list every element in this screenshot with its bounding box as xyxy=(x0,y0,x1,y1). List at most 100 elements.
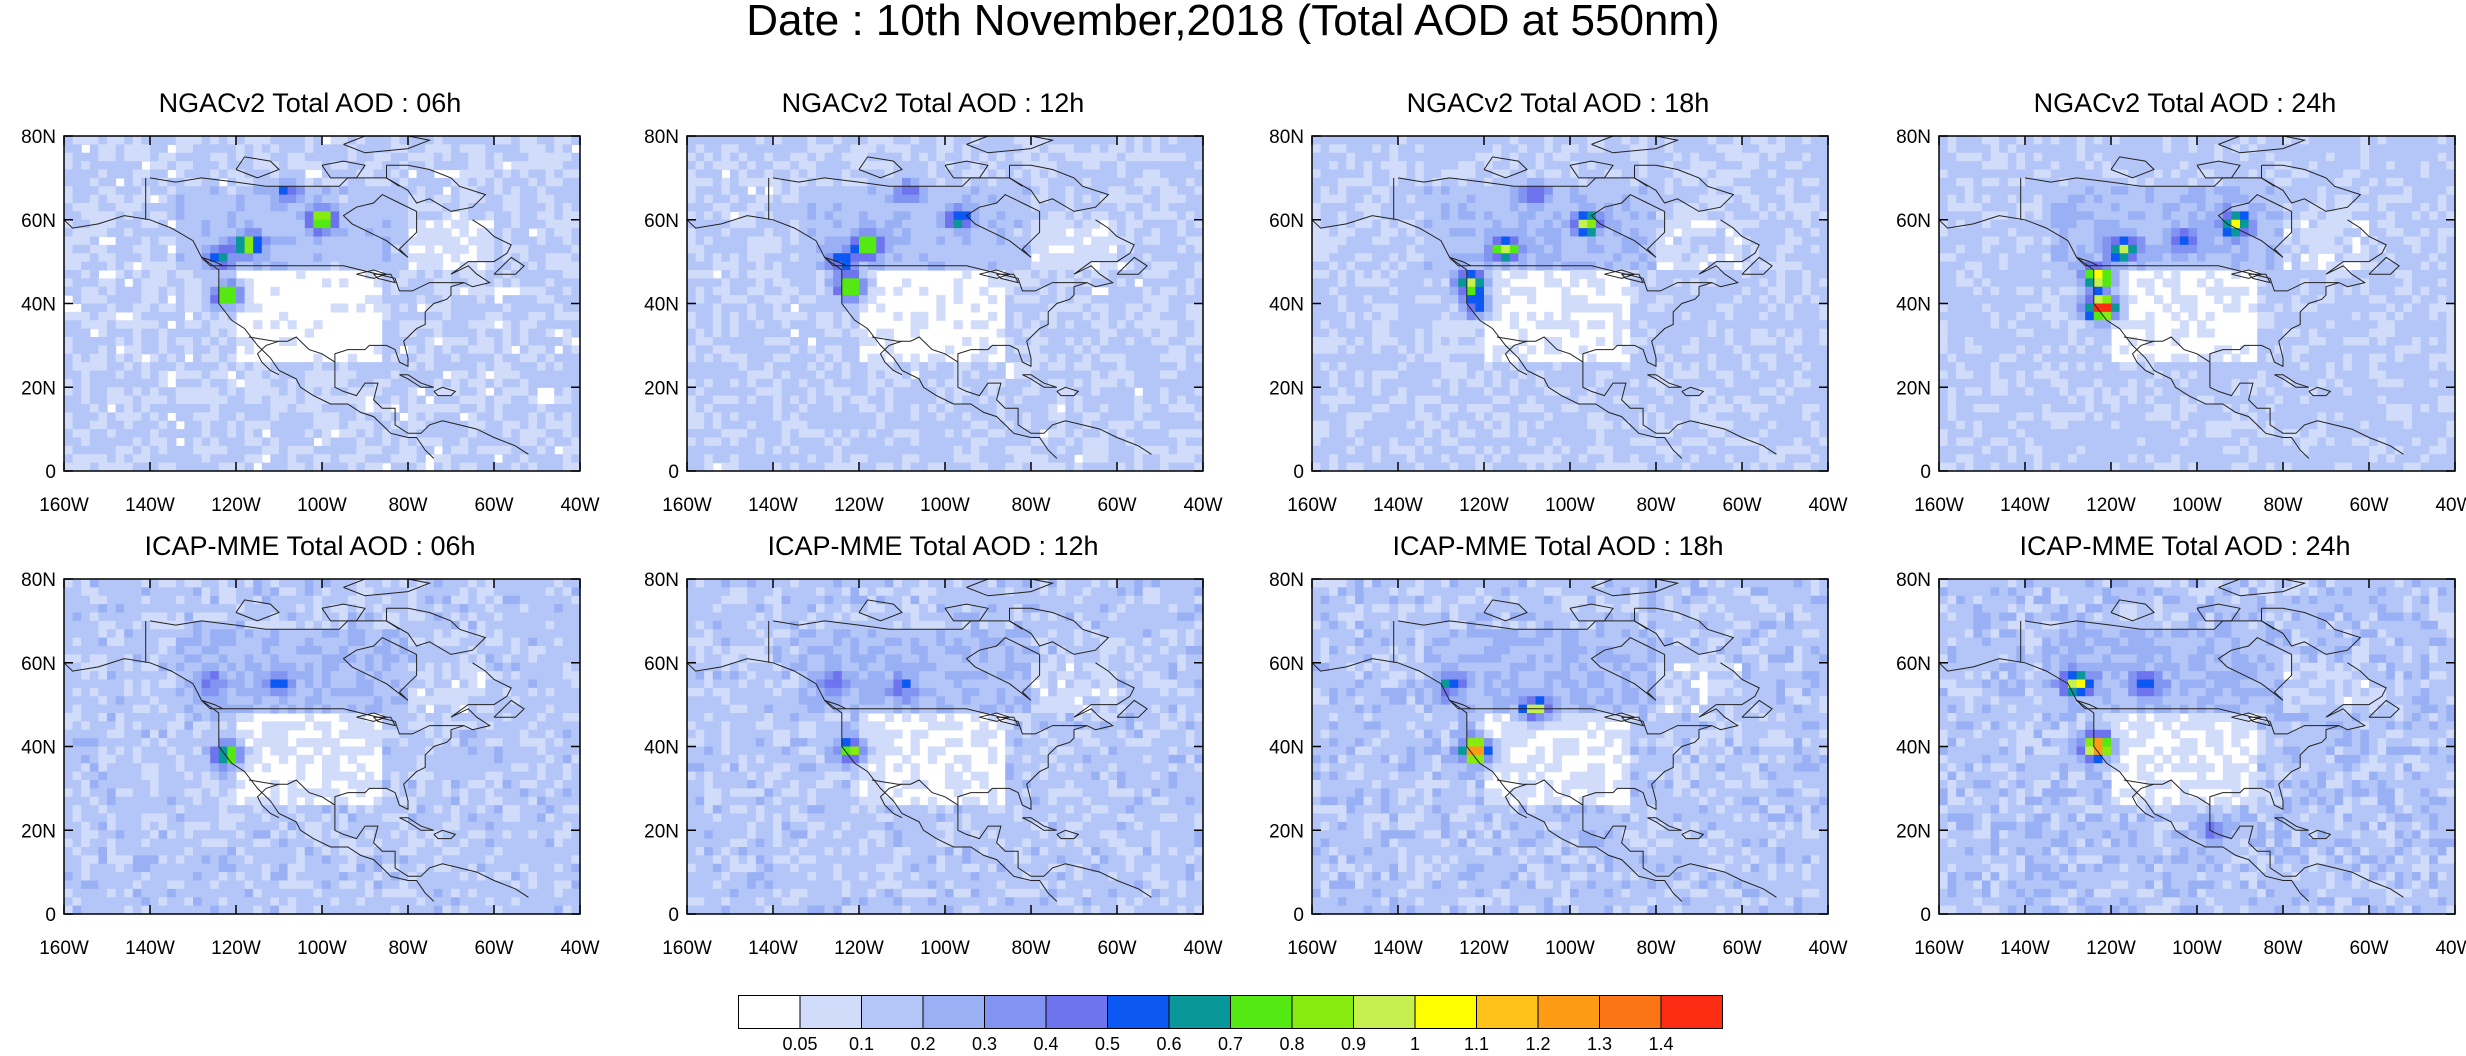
colorbar-box xyxy=(1168,995,1231,1029)
lon-tick-label: 100W xyxy=(297,938,347,959)
aod-field xyxy=(1939,136,2456,472)
lon-tick-label: 140W xyxy=(1373,938,1423,959)
colorbar-box xyxy=(1107,995,1170,1029)
lon-tick-label: 60W xyxy=(2349,938,2388,959)
aod-field xyxy=(1312,579,1829,915)
lon-tick-label: 80W xyxy=(388,938,427,959)
colorbar-label: 0.5 xyxy=(1095,1034,1120,1053)
lon-tick-label: 100W xyxy=(2172,495,2222,516)
lat-tick-label: 20N xyxy=(1896,378,1931,399)
lat-tick-label: 60N xyxy=(1896,654,1931,675)
lon-tick-label: 100W xyxy=(920,495,970,516)
lat-tick-label: 60N xyxy=(644,654,679,675)
colorbar-box xyxy=(1599,995,1662,1029)
lon-tick-label: 80W xyxy=(388,495,427,516)
map-panel: NGACv2 Total AOD : 06h 160W 140W 120W 100W 80… xyxy=(0,88,620,528)
lat-tick-label: 20N xyxy=(1269,821,1304,842)
lat-tick-label: 60N xyxy=(644,211,679,232)
aod-field xyxy=(687,136,1204,472)
lon-tick-label: 100W xyxy=(1545,495,1595,516)
colorbar-label: 0.4 xyxy=(1033,1034,1058,1053)
lon-tick-label: 120W xyxy=(211,938,261,959)
lat-tick-label: 60N xyxy=(1896,211,1931,232)
lat-tick-label: 0 xyxy=(45,905,56,926)
colorbar-box xyxy=(1537,995,1600,1029)
lat-tick-label: 80N xyxy=(1896,127,1931,148)
lat-tick-label: 40N xyxy=(1269,738,1304,759)
colorbar-box xyxy=(984,995,1047,1029)
lon-tick-label: 160W xyxy=(1914,495,1964,516)
lat-tick-label: 0 xyxy=(45,462,56,483)
lon-tick-label: 80W xyxy=(1011,495,1050,516)
colorbar-label: 0.3 xyxy=(972,1034,997,1053)
lat-tick-label: 0 xyxy=(1920,905,1931,926)
lon-tick-label: 40W xyxy=(1183,495,1222,516)
colorbar: 0.05 0.1 0.2 0.3 0.4 0.5 0.6 0.7 0.8 0.9 1 1.1 1.2 1.… xyxy=(738,995,1723,1053)
lon-tick-label: 120W xyxy=(2086,938,2136,959)
map-panel: ICAP-MME Total AOD : 12h 160W 140W 120W 100W… xyxy=(623,531,1243,971)
colorbar-box xyxy=(861,995,924,1029)
colorbar-label: 0.05 xyxy=(782,1034,817,1053)
lon-tick-label: 140W xyxy=(125,495,175,516)
lon-tick-label: 160W xyxy=(662,938,712,959)
colorbar-box xyxy=(1291,995,1354,1029)
lat-tick-label: 40N xyxy=(644,738,679,759)
lat-tick-label: 80N xyxy=(21,127,56,148)
map-plot: 160W 140W 120W 100W 80W 60W 40W 0 20N 40N 60N 80N xyxy=(21,127,599,516)
map-panel: NGACv2 Total AOD : 18h 160W 140W 120W 100W 80… xyxy=(1248,88,1868,528)
lat-tick-label: 20N xyxy=(1896,821,1931,842)
lat-tick-label: 40N xyxy=(644,295,679,316)
lat-tick-label: 80N xyxy=(644,570,679,591)
lat-tick-label: 20N xyxy=(1269,378,1304,399)
panel-title: ICAP-MME Total AOD : 12h xyxy=(767,531,1099,561)
lon-tick-label: 40W xyxy=(2435,495,2466,516)
map-plot: 160W 140W 120W 100W 80W 60W 40W 0 20N 40N 60N 80N xyxy=(1269,127,1847,516)
lon-tick-label: 60W xyxy=(474,495,513,516)
lon-tick-label: 40W xyxy=(560,938,599,959)
lon-tick-label: 160W xyxy=(1287,938,1337,959)
colorbar-label: 1 xyxy=(1410,1034,1420,1053)
lon-tick-label: 160W xyxy=(662,495,712,516)
lon-tick-label: 40W xyxy=(1808,495,1847,516)
lat-tick-label: 80N xyxy=(1896,570,1931,591)
lon-tick-label: 60W xyxy=(1722,495,1761,516)
panel-title: ICAP-MME Total AOD : 06h xyxy=(144,531,476,561)
lon-tick-label: 140W xyxy=(748,495,798,516)
lat-tick-label: 0 xyxy=(1920,462,1931,483)
lon-tick-label: 40W xyxy=(560,495,599,516)
lon-tick-label: 120W xyxy=(2086,495,2136,516)
lat-tick-label: 0 xyxy=(668,462,679,483)
colorbar-label: 0.9 xyxy=(1341,1034,1366,1053)
lat-tick-label: 40N xyxy=(21,738,56,759)
lat-tick-label: 40N xyxy=(1896,295,1931,316)
map-panel: ICAP-MME Total AOD : 06h 160W 140W 120W 100W… xyxy=(0,531,620,971)
map-panel: NGACv2 Total AOD : 12h 160W 140W 120W 100W 80… xyxy=(623,88,1243,528)
panel-title: NGACv2 Total AOD : 12h xyxy=(781,88,1085,118)
lat-tick-label: 20N xyxy=(21,378,56,399)
lon-tick-label: 160W xyxy=(39,938,89,959)
coastlines xyxy=(1938,135,2456,459)
lat-tick-label: 0 xyxy=(1293,462,1304,483)
colorbar-label: 1.2 xyxy=(1525,1034,1550,1053)
map-panel: ICAP-MME Total AOD : 24h 160W 140W 120W 100W… xyxy=(1875,531,2466,971)
lon-tick-label: 140W xyxy=(748,938,798,959)
coastlines xyxy=(1938,578,2456,902)
lon-tick-label: 120W xyxy=(1459,938,1509,959)
lon-tick-label: 80W xyxy=(1636,495,1675,516)
lon-tick-label: 160W xyxy=(1287,495,1337,516)
colorbar-box xyxy=(1045,995,1108,1029)
lat-tick-label: 20N xyxy=(644,378,679,399)
lon-tick-label: 40W xyxy=(2435,938,2466,959)
lat-tick-label: 80N xyxy=(1269,127,1304,148)
lon-tick-label: 60W xyxy=(1722,938,1761,959)
lat-tick-label: 60N xyxy=(1269,654,1304,675)
lat-tick-label: 80N xyxy=(21,570,56,591)
map-panel: ICAP-MME Total AOD : 18h 160W 140W 120W 100W… xyxy=(1248,531,1868,971)
lat-tick-label: 60N xyxy=(21,654,56,675)
colorbar-label: 0.1 xyxy=(849,1034,874,1053)
map-plot: 160W 140W 120W 100W 80W 60W 40W 0 20N 40N 60N 80N xyxy=(1896,127,2466,516)
coastlines xyxy=(1311,135,1829,459)
lon-tick-label: 120W xyxy=(834,495,884,516)
colorbar-label: 0.8 xyxy=(1279,1034,1304,1053)
lat-tick-label: 60N xyxy=(1269,211,1304,232)
